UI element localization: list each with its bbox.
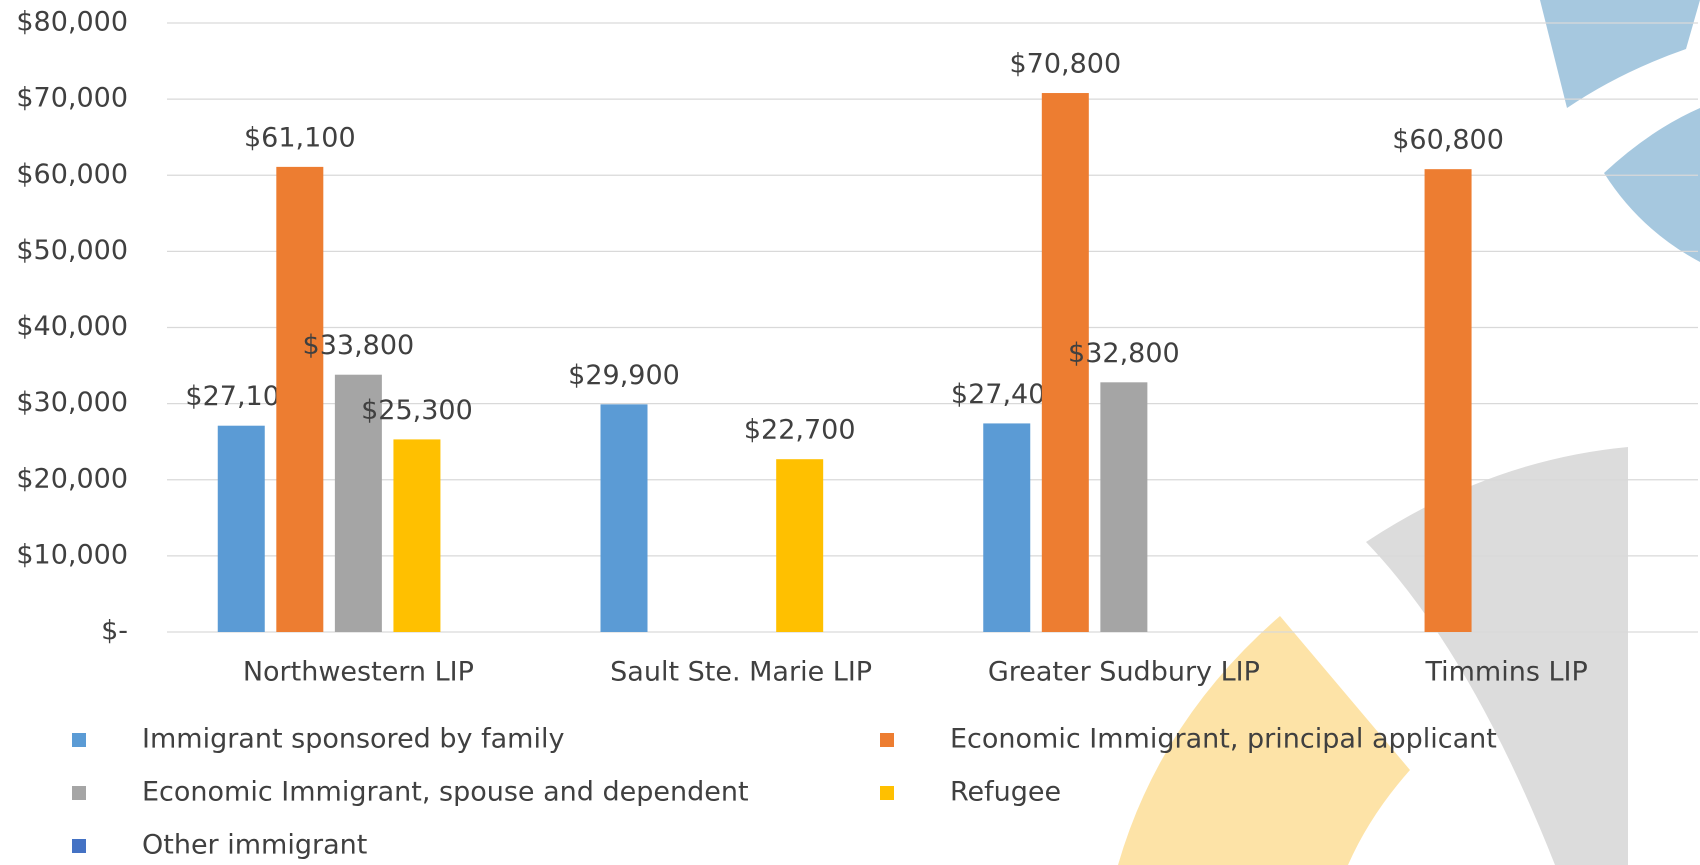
bar: [1425, 169, 1472, 632]
y-tick-label: $60,000: [16, 159, 128, 190]
legend-label: Other immigrant: [142, 830, 367, 861]
bar: [776, 459, 823, 632]
bar: [1100, 382, 1147, 632]
legend-swatch: [72, 786, 86, 800]
y-tick-label: $40,000: [16, 311, 128, 342]
data-label: $25,300: [361, 395, 473, 426]
decor-blue: [1540, 0, 1700, 108]
bar: [218, 426, 265, 632]
bar: [393, 439, 440, 632]
y-tick-label: $10,000: [16, 539, 128, 570]
data-label: $60,800: [1392, 125, 1504, 156]
y-tick-label: $70,000: [16, 83, 128, 114]
legend-label: Economic Immigrant, principal applicant: [950, 724, 1497, 755]
legend-swatch: [72, 733, 86, 747]
legend-swatch: [880, 733, 894, 747]
legend-swatch: [72, 839, 86, 853]
bar: [601, 404, 648, 632]
data-label: $61,100: [244, 122, 356, 153]
y-tick-label: $30,000: [16, 387, 128, 418]
y-tick-label: $20,000: [16, 463, 128, 494]
decor-blue: [1604, 108, 1700, 262]
x-tick-label: Timmins LIP: [1424, 657, 1587, 688]
bar: [276, 167, 323, 632]
data-label: $29,900: [568, 360, 680, 391]
x-tick-label: Sault Ste. Marie LIP: [610, 657, 872, 688]
x-tick-label: Greater Sudbury LIP: [988, 657, 1260, 688]
plot: $- $10,000 $20,000 $30,000 $40,000 $50,000 $60…: [16, 7, 1698, 861]
y-tick-label: $80,000: [16, 7, 128, 38]
y-tick-label: $50,000: [16, 235, 128, 266]
data-label: $70,800: [1009, 49, 1121, 80]
legend-label: Refugee: [950, 777, 1061, 808]
bar: [983, 423, 1030, 632]
legend-label: Economic Immigrant, spouse and dependent: [142, 777, 749, 808]
data-label: $33,800: [303, 330, 415, 361]
data-label: $32,800: [1068, 338, 1180, 369]
chart: $- $10,000 $20,000 $30,000 $40,000 $50,000 $60…: [0, 0, 1700, 865]
legend-label: Immigrant sponsored by family: [142, 724, 564, 755]
data-label: $22,700: [744, 415, 856, 446]
legend-swatch: [880, 786, 894, 800]
y-tick-label: $-: [101, 616, 128, 647]
x-tick-label: Northwestern LIP: [243, 657, 474, 688]
